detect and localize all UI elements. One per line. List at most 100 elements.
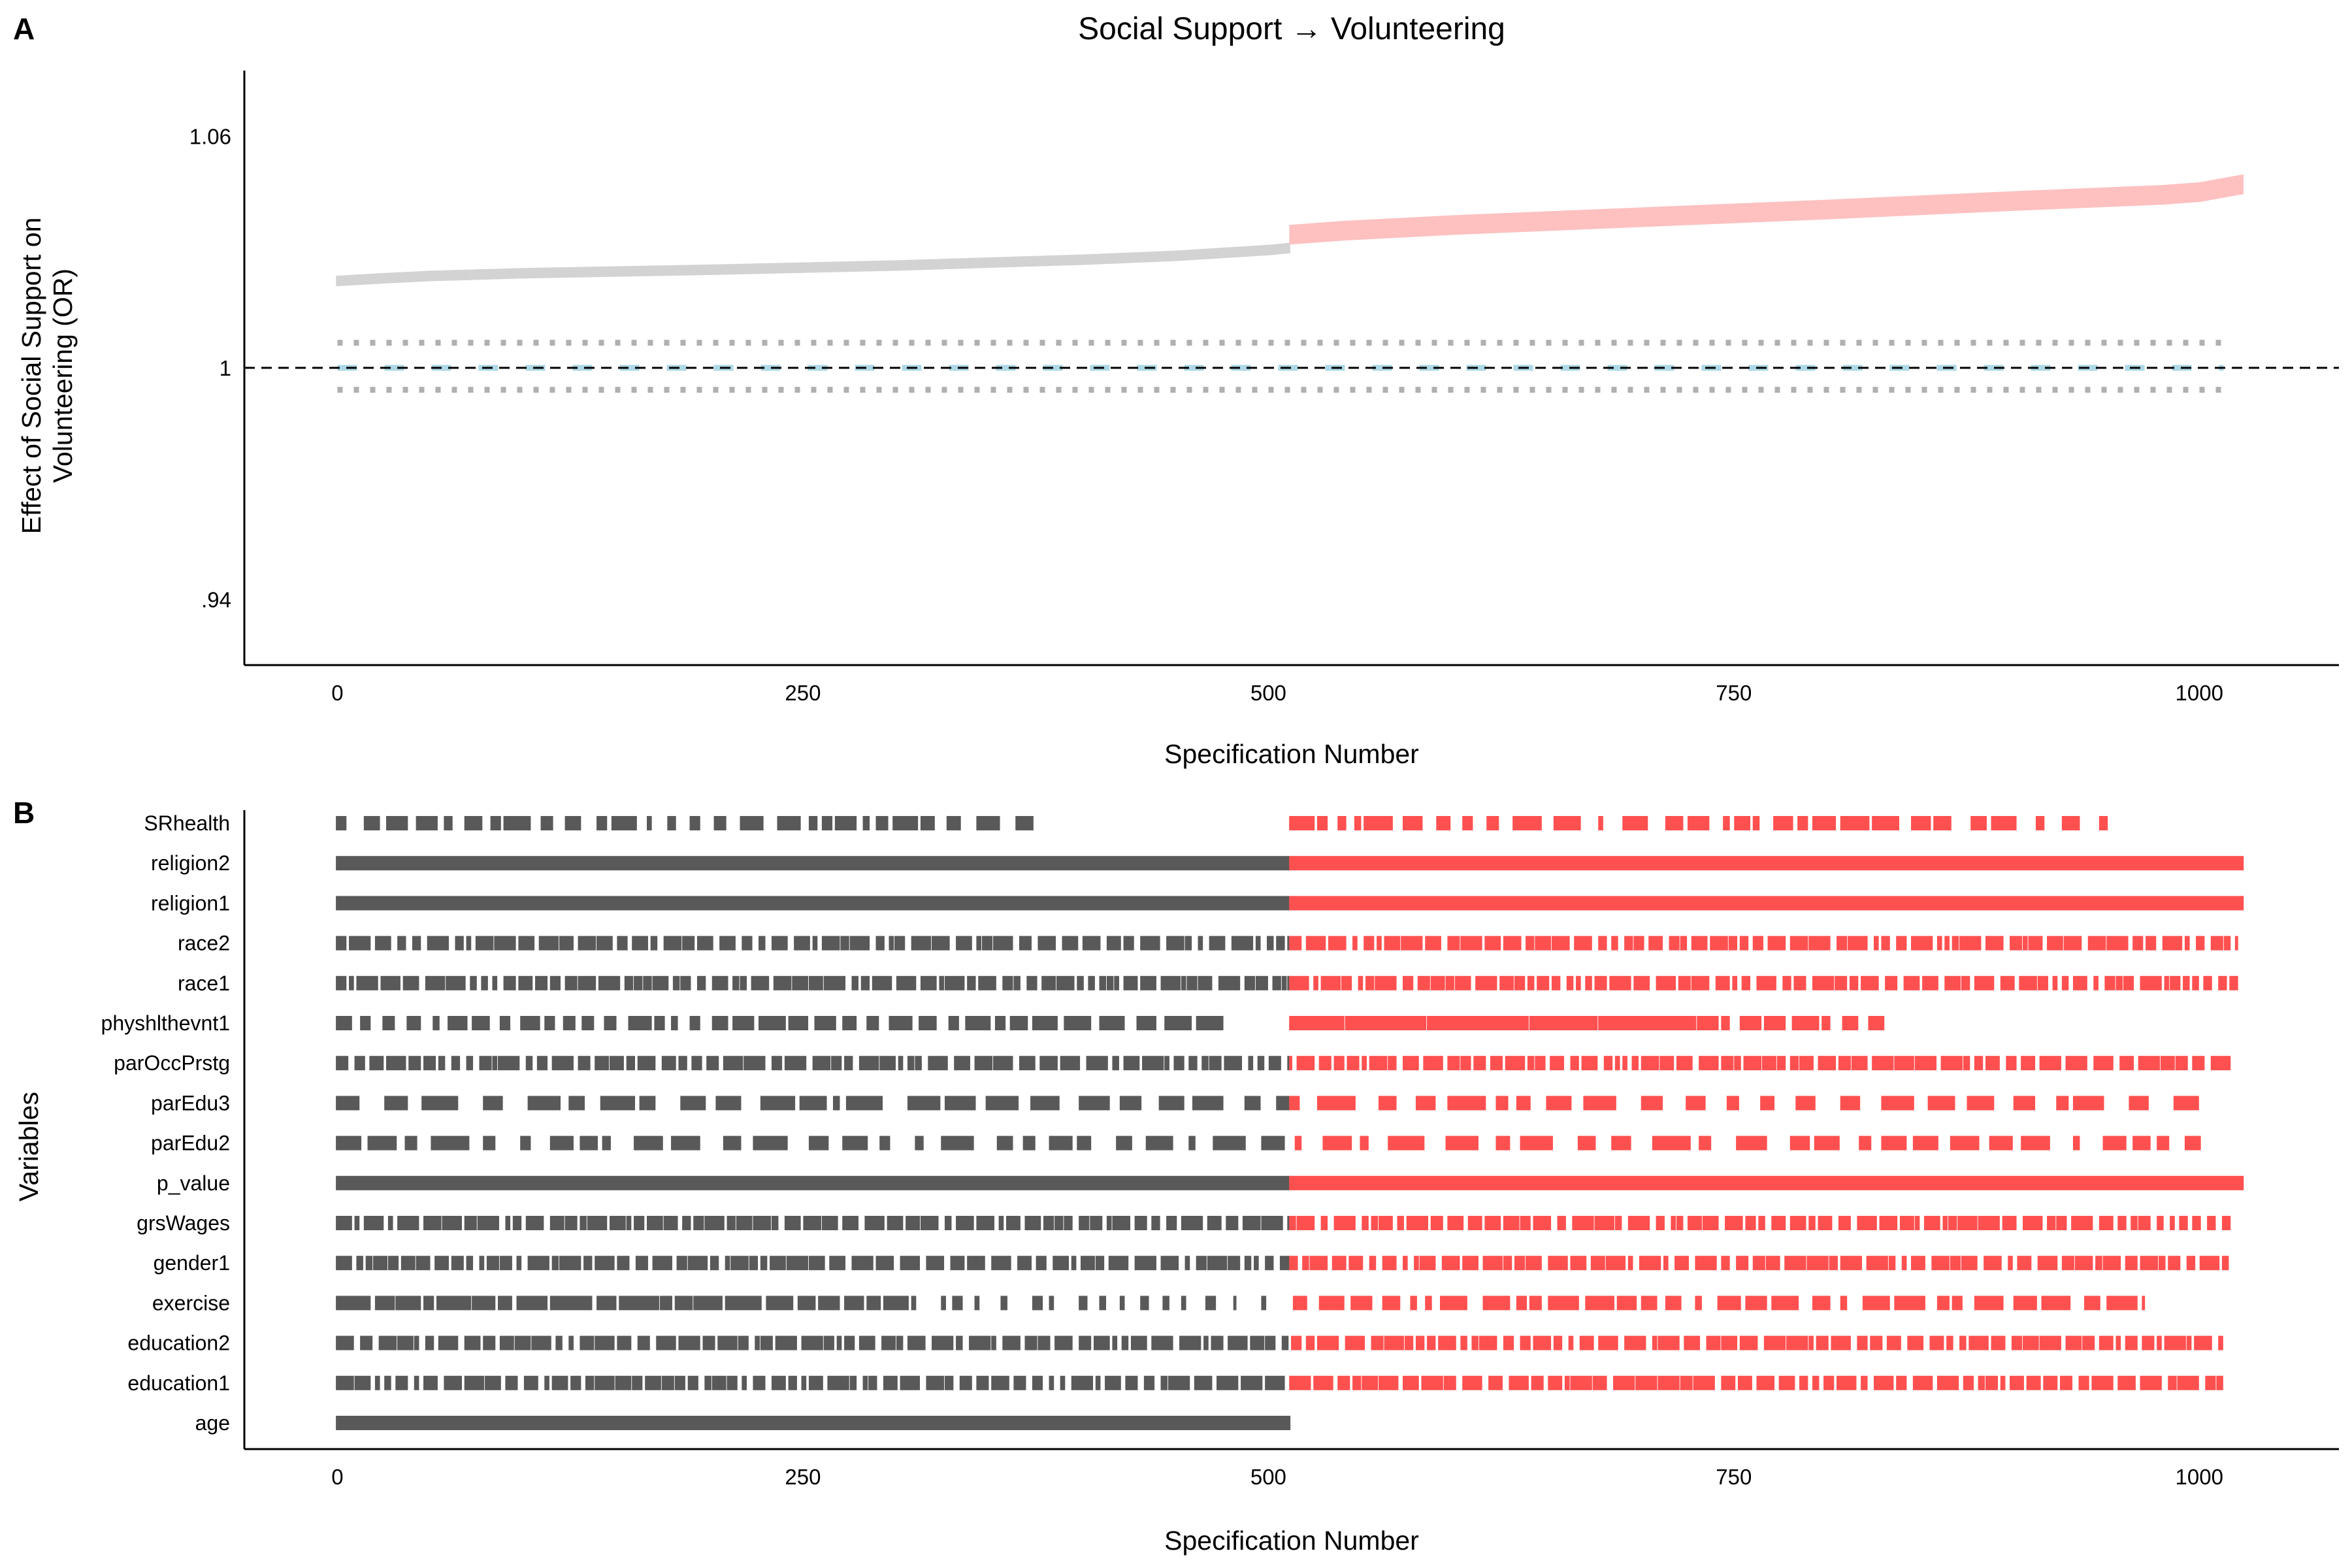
spec-point [1032, 255, 1036, 267]
spec-indicator [1462, 1375, 1482, 1390]
spec-point [2115, 187, 2119, 207]
spec-point [1633, 207, 1637, 227]
spec-indicator [926, 1375, 945, 1390]
spec-indicator [1590, 1256, 1605, 1271]
spec-point [753, 263, 757, 274]
spec-point [1272, 244, 1276, 255]
spec-indicator [1071, 1375, 1094, 1390]
spec-point [770, 263, 773, 274]
spec-point [803, 262, 806, 273]
spec-indicator [723, 1056, 743, 1071]
spec-indicator [753, 1375, 766, 1390]
spec-point [1246, 246, 1250, 257]
spec-indicator [1440, 1296, 1467, 1311]
spec-point [1925, 195, 1929, 215]
spec-indicator [1903, 975, 1920, 990]
spec-indicator [349, 936, 371, 951]
spec-point [1071, 254, 1075, 265]
spec-point [595, 267, 598, 278]
spec-indicator [1978, 1216, 2000, 1230]
spec-indicator [1134, 1256, 1156, 1271]
spec-indicator [466, 936, 472, 951]
spec-indicator [1030, 1096, 1060, 1111]
spec-indicator [1736, 1256, 1749, 1271]
spec-point [697, 265, 700, 276]
spec-indicator [1872, 816, 1900, 830]
spec-point [956, 258, 959, 269]
spec-point [1285, 243, 1289, 254]
spec-point [2146, 186, 2149, 206]
spec-point [1304, 223, 1307, 244]
spec-point [818, 262, 821, 273]
spec-point [520, 268, 523, 279]
spec-indicator [2229, 975, 2238, 990]
spec-indicator [2093, 975, 2099, 990]
spec-indicator [2065, 1335, 2082, 1350]
spec-indicator [2017, 1256, 2032, 1271]
spec-point [1877, 197, 1881, 218]
spec-point [1618, 208, 1622, 228]
spec-indicator [1108, 1256, 1129, 1271]
spec-point [1723, 204, 1726, 224]
spec-point [934, 259, 937, 270]
spec-indicator [950, 1256, 965, 1271]
spec-indicator [965, 1016, 991, 1030]
spec-point [542, 267, 546, 278]
spec-point [1175, 250, 1179, 261]
spec-indicator [1658, 1335, 1680, 1350]
variable-label: religion2 [151, 851, 230, 875]
spec-indicator [808, 816, 818, 830]
spec-point [1392, 218, 1395, 238]
spec-point [1364, 220, 1367, 240]
spec-point [1084, 254, 1088, 265]
spec-indicator [2074, 1256, 2093, 1271]
spec-indicator [1896, 936, 1907, 951]
spec-indicator [380, 975, 400, 990]
spec-indicator [1786, 1335, 1808, 1350]
spec-indicator [1739, 1016, 1762, 1030]
spec-point [382, 272, 385, 284]
spec-indicator [2179, 1216, 2188, 1230]
spec-point [922, 259, 926, 270]
spec-indicator [1019, 1056, 1036, 1071]
spec-indicator [749, 1256, 759, 1271]
spec-indicator [1441, 1256, 1460, 1271]
spec-point [1887, 197, 1890, 217]
spec-point [2201, 182, 2205, 202]
spec-point [947, 258, 950, 269]
spec-indicator [2221, 1256, 2229, 1271]
spec-indicator [1244, 1096, 1261, 1111]
spec-point [427, 270, 431, 282]
spec-indicator [1352, 1375, 1362, 1390]
spec-indicator [2019, 975, 2037, 990]
spec-indicator [2125, 1335, 2138, 1350]
spec-indicator [360, 1335, 373, 1350]
spec-point [1263, 245, 1266, 256]
spec-point [1646, 207, 1650, 227]
spec-point [2236, 175, 2240, 195]
spec-indicator [862, 816, 870, 830]
spec-point [1429, 216, 1432, 237]
spec-indicator [1741, 975, 1751, 990]
spec-indicator [2192, 1056, 2205, 1071]
spec-indicator [771, 1375, 786, 1390]
spec-indicator [563, 1016, 576, 1030]
spec-indicator [808, 975, 823, 990]
spec-point [1257, 245, 1261, 256]
spec-indicator [1166, 1216, 1177, 1230]
spec-indicator [2138, 1216, 2151, 1230]
spec-indicator [753, 1216, 772, 1230]
spec-indicator [1292, 1296, 1307, 1311]
spec-point [887, 260, 890, 271]
panel-b-variable-labels: SRhealthreligion2religion1race2race1phys… [101, 811, 230, 1435]
spec-indicator [1551, 975, 1561, 990]
spec-point [1162, 251, 1166, 262]
spec-indicator [687, 1256, 708, 1271]
spec-point [451, 270, 455, 281]
spec-indicator [740, 816, 764, 830]
spec-point [652, 265, 656, 276]
spec-indicator [727, 1216, 736, 1230]
spec-indicator [1347, 1056, 1360, 1071]
spec-point [395, 272, 399, 283]
spec-indicator [1415, 1096, 1436, 1111]
